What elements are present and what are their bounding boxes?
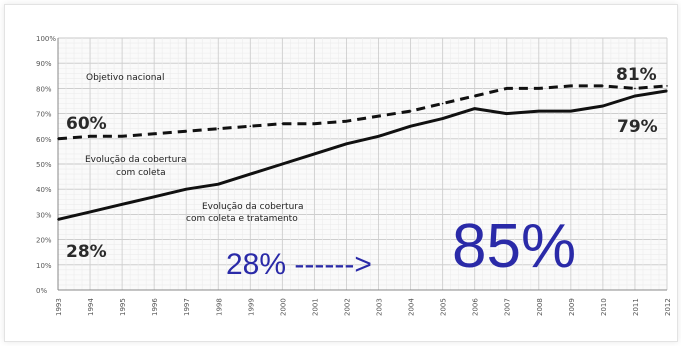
annotation-cobertura-trat-line2: com coleta e tratamento — [186, 214, 298, 224]
data-point — [505, 87, 508, 90]
data-point — [602, 85, 604, 87]
data-point — [121, 135, 123, 138]
series-line-coleta-tratamento — [57, 89, 668, 221]
data-point — [153, 195, 155, 198]
grid-layer — [57, 37, 668, 291]
data-point — [666, 85, 668, 87]
overlay-to-label: 85% — [452, 212, 576, 281]
x-tick-label: 2002 — [343, 298, 351, 316]
y-tick-label: 50% — [36, 161, 52, 169]
data-point — [281, 163, 284, 165]
data-point — [634, 87, 636, 90]
data-point — [377, 135, 380, 138]
y-tick-label: 100% — [36, 35, 56, 43]
data-point — [249, 173, 252, 175]
annotation-label-28: 28% — [66, 242, 107, 262]
data-point — [409, 110, 412, 112]
annotation-cobertura-coleta-line2: com coleta — [116, 168, 166, 178]
data-point — [153, 132, 155, 135]
x-tick-label: 1995 — [119, 298, 127, 316]
y-tick-label: 0% — [36, 287, 47, 295]
x-tick-label: 1999 — [247, 298, 255, 316]
annotation-objetivo-nacional: Objetivo nacional — [86, 73, 164, 83]
annotation-label-79: 79% — [617, 117, 658, 137]
data-point — [441, 102, 444, 105]
x-tick-label: 2006 — [472, 298, 480, 316]
x-tick-label: 2012 — [664, 298, 672, 316]
x-tick-label: 2011 — [632, 298, 640, 316]
data-point — [185, 188, 188, 190]
series-layer — [57, 84, 668, 221]
data-point — [537, 87, 540, 90]
y-tick-label: 60% — [36, 136, 52, 144]
data-point — [345, 143, 348, 145]
data-point — [505, 112, 508, 115]
annotation-label-81: 81% — [616, 65, 657, 85]
data-point — [602, 105, 604, 107]
x-tick-label: 1994 — [87, 298, 95, 316]
x-tick-label: 1997 — [183, 298, 191, 316]
data-point — [89, 211, 91, 213]
data-point — [409, 125, 412, 127]
y-tick-label: 20% — [36, 237, 52, 245]
data-point — [570, 110, 572, 112]
data-point — [57, 138, 59, 140]
overlay-from-label: 28% ------> — [226, 248, 372, 281]
y-tick-label: 10% — [36, 262, 52, 270]
data-point — [666, 90, 668, 92]
data-point — [441, 117, 444, 120]
data-point — [281, 122, 284, 125]
y-tick-label: 90% — [36, 60, 52, 68]
axes-layer: 0% 10% 20% 30% 40% 50% 60% 70% 80% 90% 100% 1993 199… — [36, 35, 672, 316]
data-point — [185, 130, 188, 133]
y-tick-label: 70% — [36, 111, 52, 119]
x-tick-label: 1993 — [55, 298, 63, 316]
y-tick-label: 80% — [36, 85, 52, 93]
annotation-layer: Objetivo nacional 60% 81% 79% 28% Evoluç… — [66, 65, 658, 281]
annotation-cobertura-coleta-line1: Evolução da cobertura — [85, 155, 187, 165]
x-tick-label: 2007 — [504, 298, 512, 316]
y-tick-label: 30% — [36, 211, 52, 219]
x-tick-label: 2005 — [440, 298, 448, 316]
data-point — [570, 85, 572, 87]
data-point — [473, 95, 476, 97]
x-tick-label: 2008 — [536, 298, 544, 316]
data-point — [217, 127, 220, 130]
data-point — [345, 120, 348, 122]
x-tick-label: 1996 — [151, 298, 159, 316]
y-tick-label: 40% — [36, 186, 52, 194]
data-point — [249, 125, 252, 127]
data-point — [313, 153, 316, 155]
x-tick-label: 2010 — [600, 298, 608, 316]
x-tick-label: 2000 — [279, 298, 287, 316]
data-point — [377, 115, 380, 117]
data-point — [89, 135, 91, 138]
x-tick-label: 2003 — [376, 298, 384, 316]
x-tick-label: 1998 — [215, 298, 223, 316]
x-tick-label: 2004 — [408, 298, 416, 316]
data-point — [313, 122, 316, 125]
data-point — [537, 110, 540, 112]
data-point — [121, 203, 123, 206]
data-point — [57, 218, 59, 221]
data-point — [217, 183, 220, 185]
x-tick-label: 2009 — [568, 298, 576, 316]
annotation-cobertura-trat-line1: Evolução da cobertura — [202, 202, 304, 212]
series-line-coleta — [57, 84, 668, 141]
data-point — [473, 107, 476, 110]
x-tick-label: 2001 — [311, 298, 319, 316]
annotation-label-60: 60% — [66, 114, 107, 134]
data-point — [634, 95, 636, 97]
